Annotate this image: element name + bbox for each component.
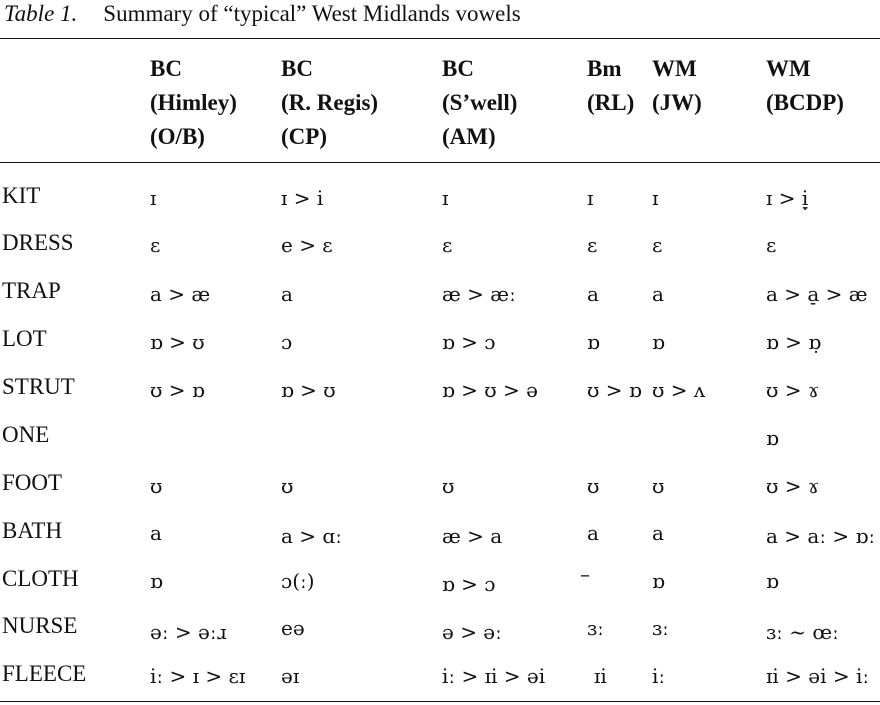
column-header-bc-rregis: BC (R. Regis) (CP) [281,52,378,154]
table-cell: ɛ [652,233,663,257]
table-cell: ɪ [587,186,594,210]
column-header-bm-rl: Bm (RL) [587,52,634,120]
row-label: STRUT [2,374,75,399]
table-cell: a [587,282,599,306]
caption-title: Summary of “typical” West Midlands vowel… [103,1,521,26]
header-line: (S’well) [442,90,518,115]
row-label: BATH [2,518,63,543]
table-cell: – [580,562,590,586]
table-cell: ɔ [281,330,293,354]
header-line: BC [442,56,474,81]
header-line: (R. Regis) [281,90,379,115]
header-line: BC [150,56,182,81]
row-label: NURSE [2,613,78,638]
table-cell: ʊ [150,474,163,498]
table-cell: əː > əːɹ [150,620,227,644]
table-cell: əɪ [281,664,300,688]
column-header-bc-himley: BC (Himley) (O/B) [150,52,237,154]
table-cell: ɒ > ʊ [150,330,205,354]
table-cell: a > ɑː [281,524,342,548]
row-label: TRAP [2,278,61,303]
table-cell: iː > ɪ > ɛɪ [150,664,246,688]
table-cell: eə [281,616,305,640]
row-label: KIT [2,183,41,208]
table-cell: ɜː [587,616,604,640]
column-header-bc-swell: BC (S’well) (AM) [442,52,517,154]
caption-label: Table 1. [4,1,78,26]
table-cell: ʊ > ɤ [766,378,820,402]
header-line: (BCDP) [766,90,844,115]
table-cell: ɔ(ː) [281,569,315,593]
table-cell: ɒ [652,569,665,593]
column-header-wm-jw: WM (JW) [652,52,702,120]
table-cell: ɒ > ʊ [281,378,336,402]
top-rule [0,38,880,39]
table-cell: ɒ [766,426,779,450]
table-cell: ɒ [766,569,779,593]
table-cell: iː > ɪi > əi [442,664,546,688]
table-cell: a [587,521,599,545]
row-label: FOOT [2,470,63,495]
table-cell: e > ɛ [281,233,333,257]
table-cell: a [150,521,162,545]
table-cell: ɒ [150,569,163,593]
header-line: BC [281,56,313,81]
table-cell: ɒ [587,330,600,354]
header-line: WM [766,56,811,81]
table-cell: ʊ [281,474,294,498]
table-caption: Table 1. Summary of “typical” West Midlan… [4,1,521,27]
header-rule [0,162,880,163]
table-cell: ɪ > i̞ [766,186,809,210]
table-cell: a > æ [150,282,211,306]
header-line: (CP) [281,124,327,149]
table-cell: ʊ > ɒ [587,378,642,402]
header-line: (AM) [442,124,496,149]
table-cell: ʊ [587,474,600,498]
table-cell: ɪ [442,186,449,210]
header-line: (O/B) [150,124,205,149]
row-label: DRESS [2,230,74,255]
table-cell: ɛ [150,233,161,257]
table-cell: æ > æː [442,282,516,306]
table-cell: ʊ > ʌ [652,378,706,402]
table-cell: ɪi > əi > iː [766,664,870,688]
header-line: (Himley) [150,90,237,115]
table-cell: æ > a [442,524,503,548]
table-cell: ɜː [652,616,669,640]
table-cell: iː [652,664,666,688]
table-cell: ʊ [442,474,455,498]
table-cell: ɛ [442,233,453,257]
table-cell: ɒ > ʊ > ə [442,378,538,402]
table-cell: ɪ [652,186,659,210]
header-line: WM [652,56,697,81]
table-cell: a [652,282,664,306]
header-line: Bm [587,56,622,81]
table-cell: ɒ [652,330,665,354]
row-label: FLEECE [2,661,87,686]
table-cell: ə > əː [442,620,502,644]
table-cell: ɪ > i [281,186,324,210]
table-cell: a [652,521,664,545]
table-cell: ɜː ~ œː [766,620,839,644]
table-cell: a > aː > ɒː [766,524,876,548]
header-line: (JW) [652,90,702,115]
table-cell: ɪi [594,664,607,688]
table-cell: ʊ > ɤ [766,474,820,498]
table-cell: ɪ [150,186,157,210]
table-cell: ɛ [766,233,777,257]
table-cell: ɒ > ɔ [442,330,496,354]
bottom-rule [0,701,880,702]
row-label: LOT [2,326,47,351]
header-line: (RL) [587,90,635,115]
table-cell: ɒ > ɔ [442,572,496,596]
column-header-wm-bcdp: WM (BCDP) [766,52,844,120]
table-cell: ʊ [652,474,665,498]
row-label: CLOTH [2,566,79,591]
table-cell: ʊ > ɒ [150,378,205,402]
table-cell: a [281,282,293,306]
table-cell: ɛ [587,233,598,257]
table-cell: a > a̠ > æ [766,282,868,306]
row-label: ONE [2,422,50,447]
table-cell: ɒ > ɒ̣ [766,330,822,354]
